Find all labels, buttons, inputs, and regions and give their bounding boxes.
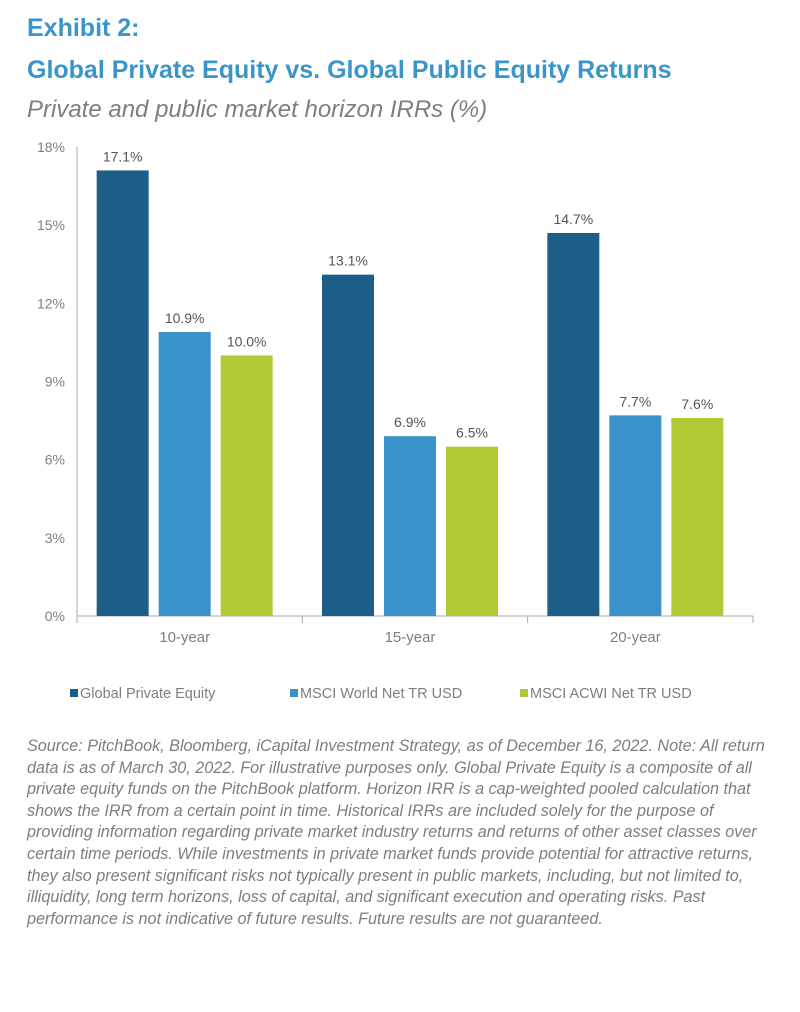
legend-label: MSCI ACWI Net TR USD (530, 686, 692, 702)
bar-msci-world-net-tr-usd (384, 436, 436, 616)
x-tick-label: 20-year (610, 629, 661, 646)
legend-label: Global Private Equity (80, 686, 216, 702)
exhibit-label: Exhibit 2: (27, 14, 140, 42)
data-label: 10.9% (165, 310, 205, 326)
x-tick-label: 15-year (385, 629, 436, 646)
data-label: 13.1% (328, 253, 368, 269)
data-label: 6.9% (394, 414, 426, 430)
data-label: 14.7% (553, 211, 593, 227)
bar-msci-acwi-net-tr-usd (220, 355, 273, 616)
bar-msci-world-net-tr-usd (158, 331, 211, 616)
bar-global-private-equity (322, 274, 374, 616)
x-tick-label: 10-year (159, 629, 210, 646)
y-tick-label: 15% (37, 217, 65, 233)
data-label: 17.1% (103, 148, 143, 164)
y-tick-label: 0% (45, 608, 65, 624)
data-label: 7.7% (619, 393, 651, 409)
bar-chart: 0% 3% 6% 9% 12% 15% 18% 10-year 17.1% 10.9% 10.0% 1… (37, 139, 754, 702)
y-tick-label: 6% (45, 452, 65, 468)
legend-swatch (520, 689, 528, 697)
bar-msci-acwi-net-tr-usd (671, 417, 724, 616)
bar-global-private-equity (547, 232, 600, 616)
bar-global-private-equity (96, 170, 149, 616)
y-tick-label: 12% (37, 295, 65, 311)
legend-label: MSCI World Net TR USD (300, 686, 462, 702)
data-label: 10.0% (227, 333, 267, 349)
y-tick-label: 18% (37, 139, 65, 155)
chart-title: Global Private Equity vs. Global Public … (27, 56, 672, 84)
data-label: 7.6% (681, 396, 713, 412)
y-tick-label: 9% (45, 374, 65, 390)
legend-swatch (70, 689, 78, 697)
bar-msci-world-net-tr-usd (609, 415, 662, 616)
data-label: 6.5% (456, 425, 488, 441)
bar-msci-acwi-net-tr-usd (446, 446, 498, 616)
legend-swatch (290, 689, 298, 697)
chart-subtitle: Private and public market horizon IRRs (… (27, 96, 488, 123)
y-tick-label: 3% (45, 530, 65, 546)
footnote: Source: PitchBook, Bloomberg, iCapital I… (27, 737, 765, 928)
